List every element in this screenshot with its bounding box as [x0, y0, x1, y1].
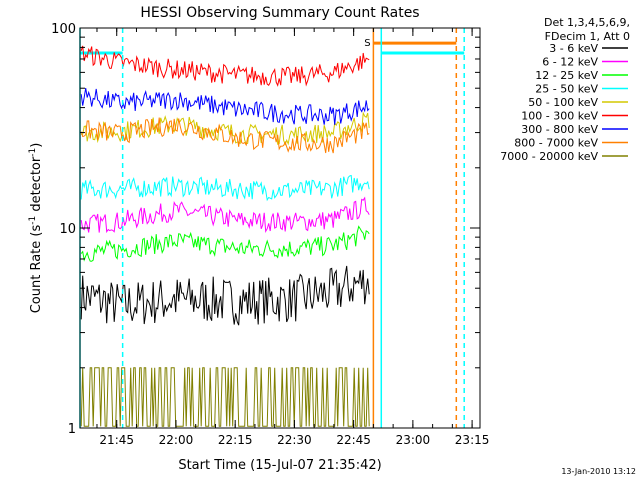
legend-label-3: 25 - 50 keV — [535, 83, 598, 96]
series-line-7 — [80, 117, 370, 154]
legend: Det 1,3,4,5,6,9, FDecim 1, Att 0 3 - 6 k… — [500, 16, 630, 163]
legend-header-line-2: FDecim 1, Att 0 — [545, 30, 630, 43]
series-line-0 — [80, 265, 370, 326]
legend-label-4: 50 - 100 keV — [528, 96, 598, 109]
chart-title: HESSI Observing Summary Count Rates — [140, 5, 419, 21]
legend-label-0: 3 - 6 keV — [549, 42, 598, 55]
x-tick-label-5: 23:00 — [396, 433, 431, 447]
legend-header-line-1: Det 1,3,4,5,6,9, — [544, 16, 630, 29]
vlines-layer — [79, 28, 465, 428]
annotation-s: S — [364, 38, 370, 49]
series-line-6 — [80, 88, 370, 125]
series-line-3 — [80, 174, 370, 202]
x-axis-label: Start Time (15-Jul-07 21:35:42) — [178, 458, 381, 473]
y-tick-label-2: 100 — [51, 22, 76, 37]
x-tick-label-4: 22:45 — [336, 433, 371, 447]
legend-label-1: 6 - 12 keV — [542, 56, 598, 69]
y-tick-label-1: 10 — [59, 222, 76, 237]
legend-label-2: 12 - 25 keV — [535, 69, 598, 82]
y-tick-label-0: 1 — [68, 422, 76, 437]
series-line-5 — [80, 45, 370, 87]
x-tick-label-0: 21:45 — [99, 433, 134, 447]
series-line-1 — [80, 196, 370, 234]
x-axis: 21:45 22:00 22:15 22:30 22:45 23:00 23:15 — [96, 28, 490, 447]
x-tick-label-2: 22:15 — [218, 433, 253, 447]
legend-label-8: 7000 - 20000 keV — [500, 150, 598, 163]
series-line-8 — [80, 367, 370, 427]
legend-label-7: 800 - 7000 keV — [514, 137, 598, 150]
x-tick-label-6: 23:15 — [455, 433, 490, 447]
x-tick-label-1: 22:00 — [159, 433, 194, 447]
series-layer — [80, 45, 370, 427]
series-line-2 — [80, 225, 370, 262]
legend-label-5: 100 - 300 keV — [521, 110, 598, 123]
timestamp: 13-Jan-2010 13:12 — [561, 467, 636, 476]
x-tick-label-3: 22:30 — [277, 433, 312, 447]
y-axis-label: Count Rate (s-1 detector-1) — [28, 143, 44, 314]
intervals-layer — [80, 41, 465, 55]
legend-label-6: 300 - 800 keV — [521, 123, 598, 136]
y-axis: 1 10 100 — [51, 22, 480, 437]
